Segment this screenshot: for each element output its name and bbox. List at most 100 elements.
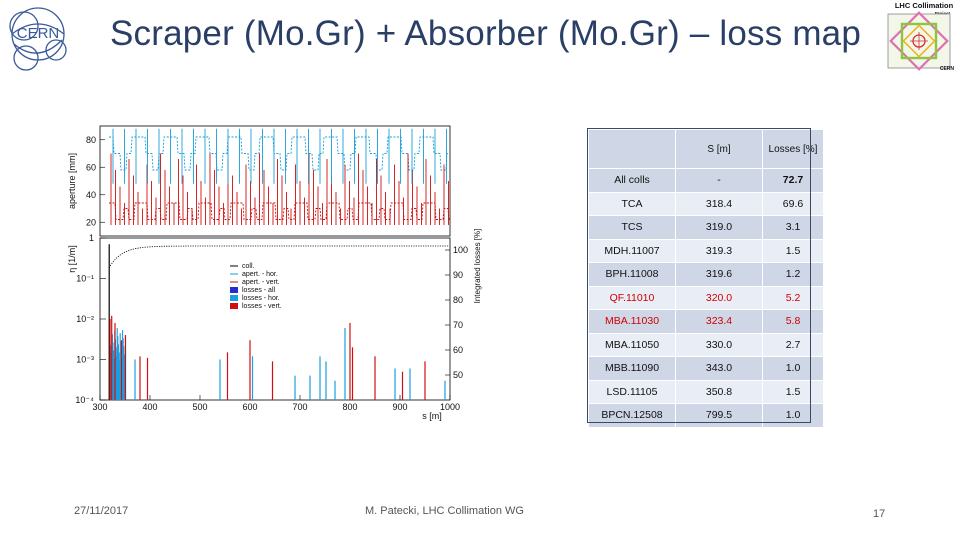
table-cell-name: BPH.11008 <box>588 262 676 287</box>
loss-table: S [m] Losses [%] All colls -72.7 TCA 318.4 6… <box>588 129 824 428</box>
x-tick-label: 400 <box>142 402 157 412</box>
integrated-y-tick-label: 90 <box>453 270 463 280</box>
legend-label: losses - all <box>242 287 276 294</box>
table-row: QF.11010 320.0 5.2 <box>588 285 824 310</box>
lhc-logo-project: Project <box>935 11 951 16</box>
x-tick-label: 300 <box>92 402 107 412</box>
table-cell-loss: 1.2 <box>762 262 824 287</box>
table-cell-name: QF.11010 <box>588 285 676 310</box>
table-header-losses: Losses [%] <box>762 129 824 169</box>
aperture-y-tick-label: 20 <box>86 217 96 227</box>
legend-label: apert. - hor. <box>242 271 278 278</box>
integrated-y-label: Integrated losses [%] <box>473 229 482 304</box>
table-cell-s: 323.4 <box>675 309 763 334</box>
table-row: LSD.11105 350.8 1.5 <box>588 379 824 404</box>
table-cell-loss: 1.0 <box>762 403 824 428</box>
table-cell-name: MBA.11030 <box>588 309 676 334</box>
lhc-collimation-logo: LHC Collimation Project CERN <box>887 1 955 72</box>
x-tick-label: 1000 <box>440 402 460 412</box>
table-cell-s: 799.5 <box>675 403 763 428</box>
loss-panel-frame <box>99 237 451 401</box>
aperture-vertical-trace <box>109 202 450 220</box>
cern-logo: CERN <box>9 7 67 71</box>
x-tick-label: 900 <box>392 402 407 412</box>
loss-y-tick-label: 10⁻² <box>76 314 94 324</box>
table-cell-loss: 5.8 <box>762 309 824 334</box>
aperture-y-tick-label: 40 <box>86 190 96 200</box>
table-cell-loss: 69.6 <box>762 191 824 216</box>
table-row: BPH.11008 319.6 1.2 <box>588 262 824 287</box>
integrated-y-tick-label: 70 <box>453 320 463 330</box>
loss-map-plot: 20 40 60 80 aperture [mm] 1 10⁻¹ 10⁻² 10⁻³ 10⁻⁴ η … <box>67 125 482 421</box>
lhc-logo-title: LHC Collimation <box>895 1 954 10</box>
table-header-s: S [m] <box>675 129 763 169</box>
table-cell-name: All colls <box>588 168 676 193</box>
table-cell-loss: 5.2 <box>762 285 824 310</box>
legend-swatch <box>230 295 238 301</box>
table-cell-loss: 72.7 <box>762 168 824 193</box>
loss-y-tick-label: 10⁻¹ <box>76 274 94 284</box>
table-cell-name: LSD.11105 <box>588 379 676 404</box>
footer-author: M. Patecki, LHC Collimation WG <box>365 505 524 517</box>
aperture-y-tick-label: 60 <box>86 162 96 172</box>
table-cell-loss: 1.5 <box>762 379 824 404</box>
legend-label: losses - hor. <box>242 295 280 302</box>
table-cell-name: MDH.11007 <box>588 238 676 263</box>
aperture-panel-frame <box>99 125 451 237</box>
aperture-y-label: aperture [mm] <box>67 153 77 209</box>
table-cell-s: 343.0 <box>675 356 763 381</box>
table-cell-name: MBA.11050 <box>588 332 676 357</box>
table-row: MDH.11007 319.3 1.5 <box>588 238 824 263</box>
integrated-y-tick-label: 100 <box>453 245 468 255</box>
legend-label: losses - vert. <box>242 303 282 310</box>
table-row: BPCN.12508 799.5 1.0 <box>588 403 824 428</box>
table-cell-s: 350.8 <box>675 379 763 404</box>
table-cell-loss: 1.5 <box>762 238 824 263</box>
table-row: All colls -72.7 <box>588 168 824 193</box>
integrated-y-tick-label: 60 <box>453 345 463 355</box>
legend-label: apert. - vert. <box>242 279 280 286</box>
table-cell-s: 320.0 <box>675 285 763 310</box>
table-cell-s: 318.4 <box>675 191 763 216</box>
lhc-logo-cern: CERN <box>940 66 955 72</box>
table-cell-name: BPCN.12508 <box>588 403 676 428</box>
x-tick-label: 500 <box>192 402 207 412</box>
integrated-loss-curve <box>108 245 449 269</box>
table-cell-loss: 1.0 <box>762 356 824 381</box>
table-cell-loss: 2.7 <box>762 332 824 357</box>
loss-y-tick-label: 1 <box>89 233 94 243</box>
integrated-y-tick-label: 80 <box>453 295 463 305</box>
loss-y-label: η [1/m] <box>67 245 77 273</box>
chart-legend: coll.apert. - hor.apert. - vert.losses -… <box>230 263 282 310</box>
integrated-y-tick-label: 50 <box>453 370 463 380</box>
slide-title: Scraper (Mo.Gr) + Absorber (Mo.Gr) – los… <box>110 14 862 53</box>
table-row: MBB.11090 343.0 1.0 <box>588 356 824 381</box>
legend-swatch <box>230 303 238 309</box>
table-row: MBA.11030 323.4 5.8 <box>588 309 824 334</box>
table-cell-name: TCA <box>588 191 676 216</box>
x-tick-label: 600 <box>242 402 257 412</box>
loss-y-tick-label: 10⁻³ <box>76 355 94 365</box>
table-header-empty <box>588 129 676 169</box>
footer-date: 27/11/2017 <box>74 505 129 517</box>
table-row: TCA 318.4 69.6 <box>588 191 824 216</box>
table-cell-s: 319.6 <box>675 262 763 287</box>
loss-y-tick-label: 10⁻⁴ <box>75 395 94 405</box>
legend-label: coll. <box>242 263 255 270</box>
cern-logo-text: CERN <box>17 25 60 42</box>
table-cell-s: 319.3 <box>675 238 763 263</box>
table-cell-name: MBB.11090 <box>588 356 676 381</box>
table-row: TCS 319.0 3.1 <box>588 215 824 240</box>
page-number: 17 <box>873 508 886 520</box>
table-cell-s: - <box>675 168 763 193</box>
x-tick-label: 700 <box>292 402 307 412</box>
legend-swatch <box>230 287 238 293</box>
x-tick-label: 800 <box>342 402 357 412</box>
x-axis-label: s [m] <box>422 411 442 421</box>
table-cell-s: 330.0 <box>675 332 763 357</box>
table-cell-s: 319.0 <box>675 215 763 240</box>
table-cell-loss: 3.1 <box>762 215 824 240</box>
table-cell-name: TCS <box>588 215 676 240</box>
table-row: MBA.11050 330.0 2.7 <box>588 332 824 357</box>
aperture-y-tick-label: 80 <box>86 135 96 145</box>
